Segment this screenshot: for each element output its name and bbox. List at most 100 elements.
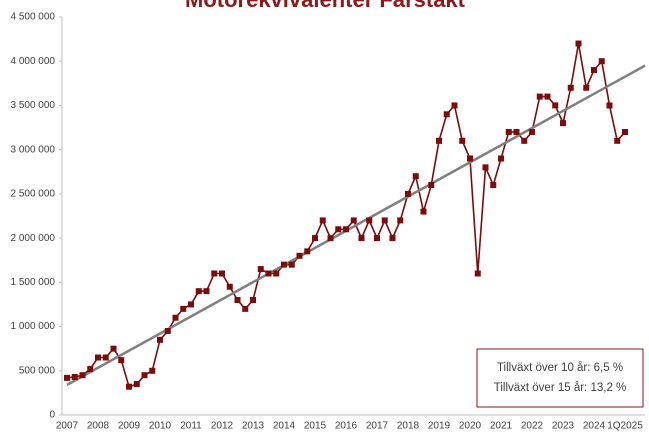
chart-title: Motorekvivalenter Fårstakt bbox=[185, 0, 466, 12]
data-point bbox=[505, 128, 512, 135]
x-tick-label: 2009 bbox=[118, 421, 141, 432]
x-tick-label: 2007 bbox=[56, 421, 79, 432]
data-point bbox=[257, 266, 264, 273]
x-tick-label: 2008 bbox=[87, 421, 110, 432]
data-point bbox=[451, 102, 458, 109]
trend-line bbox=[66, 64, 646, 387]
data-point bbox=[242, 305, 249, 312]
data-point bbox=[490, 182, 497, 189]
data-point bbox=[149, 367, 156, 374]
data-point bbox=[436, 137, 442, 144]
x-tick-label: 2010 bbox=[149, 421, 172, 432]
data-point bbox=[552, 102, 559, 109]
data-point bbox=[560, 120, 566, 127]
data-point bbox=[591, 67, 597, 74]
annotation: Tillväxt över 15 år: 13,2 % bbox=[494, 382, 627, 394]
x-tick-label: 2011 bbox=[180, 421, 202, 432]
data-point bbox=[405, 190, 411, 197]
data-point bbox=[567, 84, 574, 91]
data-point bbox=[319, 217, 326, 224]
data-point bbox=[141, 372, 148, 379]
data-point bbox=[366, 217, 373, 224]
data-point bbox=[412, 173, 419, 180]
data-point bbox=[188, 301, 194, 308]
data-point bbox=[335, 226, 342, 233]
data-point bbox=[521, 137, 528, 144]
data-point bbox=[281, 261, 287, 268]
y-tick-label: 2 500 000 bbox=[11, 189, 56, 200]
data-point bbox=[374, 235, 380, 242]
data-point bbox=[172, 314, 179, 321]
data-point bbox=[420, 208, 427, 215]
annotation: Tillväxt över 10 år: 6,5 % bbox=[497, 362, 623, 374]
y-tick-label: 3 000 000 bbox=[11, 144, 56, 155]
data-point bbox=[79, 372, 86, 379]
x-tick-label: 2023 bbox=[552, 421, 575, 432]
y-tick-label: 3 500 000 bbox=[11, 100, 56, 111]
x-tick-label: 2022 bbox=[521, 421, 544, 432]
data-point bbox=[64, 374, 70, 381]
data-point bbox=[296, 252, 303, 259]
data-point bbox=[288, 261, 295, 268]
data-point bbox=[544, 93, 551, 100]
data-point bbox=[428, 182, 435, 189]
data-point bbox=[598, 58, 605, 65]
data-point bbox=[234, 297, 241, 304]
data-point bbox=[622, 128, 628, 135]
data-point bbox=[397, 217, 404, 224]
x-tick-label: 2019 bbox=[428, 421, 451, 432]
data-point bbox=[304, 248, 311, 255]
data-point bbox=[180, 305, 187, 312]
data-point bbox=[118, 357, 125, 364]
data-point bbox=[529, 128, 535, 135]
y-tick-label: 4 500 000 bbox=[11, 12, 56, 23]
data-point bbox=[536, 93, 543, 100]
x-tick-label: 2024 bbox=[583, 421, 606, 432]
data-point bbox=[482, 164, 489, 171]
data-point bbox=[250, 297, 256, 304]
x-tick-label: 2014 bbox=[273, 421, 296, 432]
data-point bbox=[443, 111, 450, 118]
data-point bbox=[265, 270, 272, 277]
data-point bbox=[110, 345, 117, 352]
data-point bbox=[126, 383, 132, 390]
data-point bbox=[312, 235, 318, 242]
data-point bbox=[583, 84, 590, 91]
data-point bbox=[389, 235, 396, 242]
x-tick-label: 2015 bbox=[304, 421, 327, 432]
data-point bbox=[273, 270, 280, 277]
data-point bbox=[211, 270, 218, 277]
data-point bbox=[614, 137, 621, 144]
data-point bbox=[358, 235, 365, 242]
data-point bbox=[606, 102, 613, 109]
data-point bbox=[467, 155, 473, 162]
x-tick-label: 2021 bbox=[490, 421, 513, 432]
y-tick-label: 2 000 000 bbox=[11, 233, 56, 244]
data-point bbox=[157, 336, 163, 343]
data-point bbox=[381, 217, 388, 224]
x-tick-label: 2012 bbox=[211, 421, 234, 432]
data-point bbox=[71, 373, 78, 380]
x-tick-label: 2013 bbox=[242, 421, 265, 432]
data-point bbox=[513, 128, 520, 135]
x-tick-label: 2020 bbox=[459, 421, 482, 432]
data-point bbox=[474, 270, 481, 277]
data-point bbox=[498, 155, 504, 162]
annotation-box bbox=[476, 348, 644, 408]
data-point bbox=[226, 283, 233, 290]
data-point bbox=[327, 235, 334, 242]
y-tick-label: 500 000 bbox=[19, 365, 56, 376]
data-point bbox=[575, 40, 582, 47]
data-point bbox=[459, 137, 466, 144]
x-tick-label: 1Q2025 bbox=[607, 421, 643, 432]
y-tick-label: 0 bbox=[49, 410, 55, 421]
y-tick-label: 1 000 000 bbox=[11, 321, 56, 332]
data-point bbox=[203, 288, 210, 295]
y-tick-label: 1 500 000 bbox=[11, 277, 56, 288]
data-point bbox=[343, 226, 349, 233]
data-point bbox=[219, 270, 225, 277]
data-point bbox=[87, 366, 94, 373]
x-tick-label: 2017 bbox=[366, 421, 389, 432]
data-point bbox=[102, 354, 109, 361]
